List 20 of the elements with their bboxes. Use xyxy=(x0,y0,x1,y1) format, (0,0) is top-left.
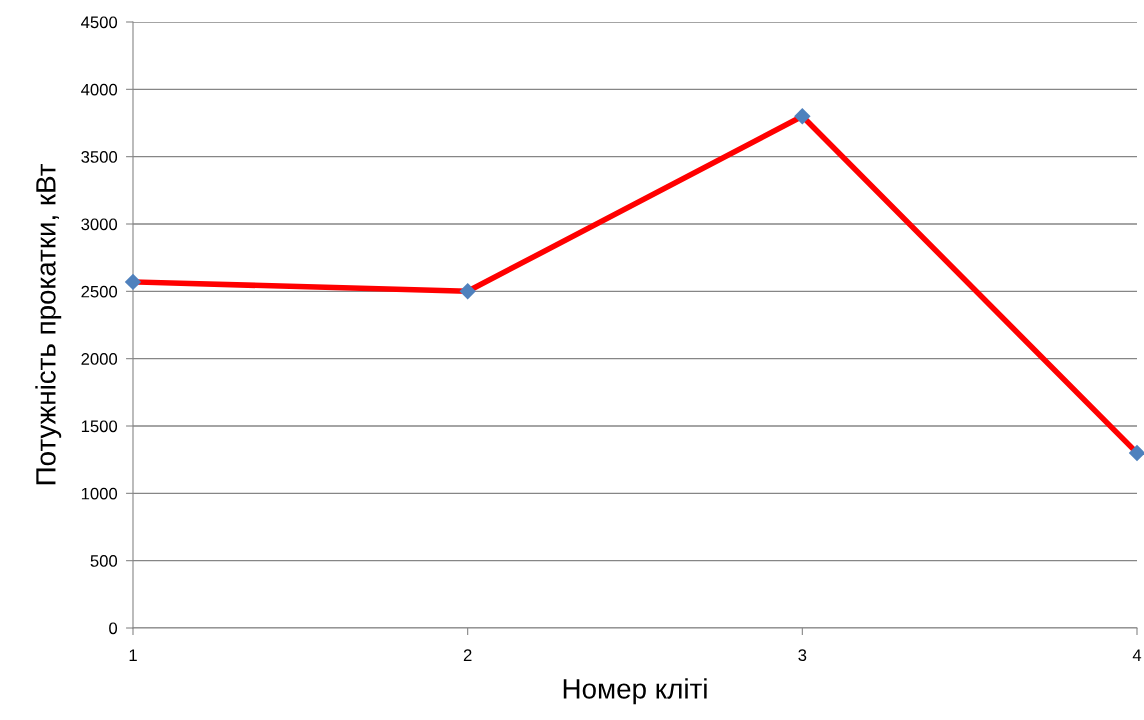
point xyxy=(459,283,476,300)
x-axis-title: Номер кліті xyxy=(563,678,707,705)
y-axis-title: Потужність прокатки, кВт xyxy=(35,164,62,485)
y-tick-label: 3500 xyxy=(81,151,118,163)
x-tick-label: 3 xyxy=(798,649,807,662)
y-tick-label: 2500 xyxy=(81,285,118,298)
y-tick-label: 2000 xyxy=(81,353,118,365)
x-tick-label: 1 xyxy=(129,649,137,661)
point xyxy=(124,273,142,291)
x-tick-label: 2 xyxy=(463,649,472,661)
point xyxy=(1128,444,1144,462)
y-tick-label: 4000 xyxy=(81,83,118,96)
y-tick-label: 0 xyxy=(109,622,118,635)
y-tick-label: 3000 xyxy=(81,218,118,231)
y-tick-label: 4500 xyxy=(81,16,118,29)
y-tick-label: 1000 xyxy=(81,487,118,500)
y-tick-label: 500 xyxy=(90,555,118,567)
x-tick-label: 4 xyxy=(1132,649,1142,661)
point xyxy=(794,108,811,125)
y-tick-label: 1500 xyxy=(81,420,118,433)
